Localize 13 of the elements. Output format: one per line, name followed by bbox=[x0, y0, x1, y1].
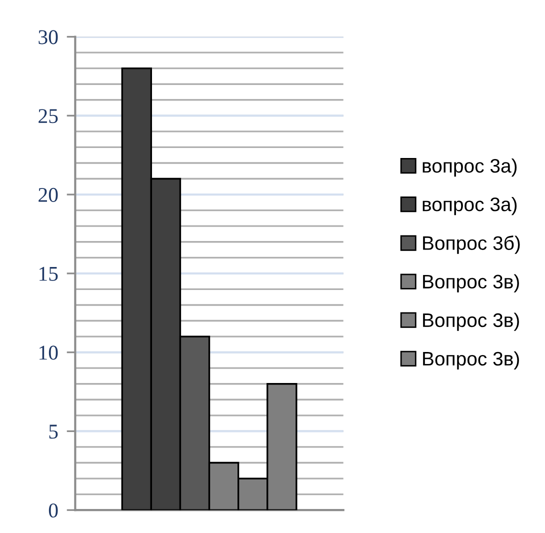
legend-label: Вопрос 3б) bbox=[423, 236, 520, 254]
y-tick-label: 5 bbox=[49, 424, 58, 439]
y-tick-label: 30 bbox=[38, 30, 58, 44]
y-tick-label: 25 bbox=[38, 109, 58, 124]
y-tick-label: 20 bbox=[38, 188, 58, 202]
legend-label: Вопрос 3в) bbox=[423, 312, 519, 331]
legend-label: Вопрос 3в) bbox=[423, 351, 519, 370]
legend-label: вопрос 3а) bbox=[422, 158, 517, 177]
legend-label: Вопрос 3в) bbox=[423, 274, 519, 292]
y-tick-label: 0 bbox=[48, 503, 58, 518]
y-tick-label: 15 bbox=[40, 266, 58, 281]
y-tick-label: 10 bbox=[40, 346, 58, 360]
legend-label: вопрос 3а) bbox=[422, 197, 517, 216]
